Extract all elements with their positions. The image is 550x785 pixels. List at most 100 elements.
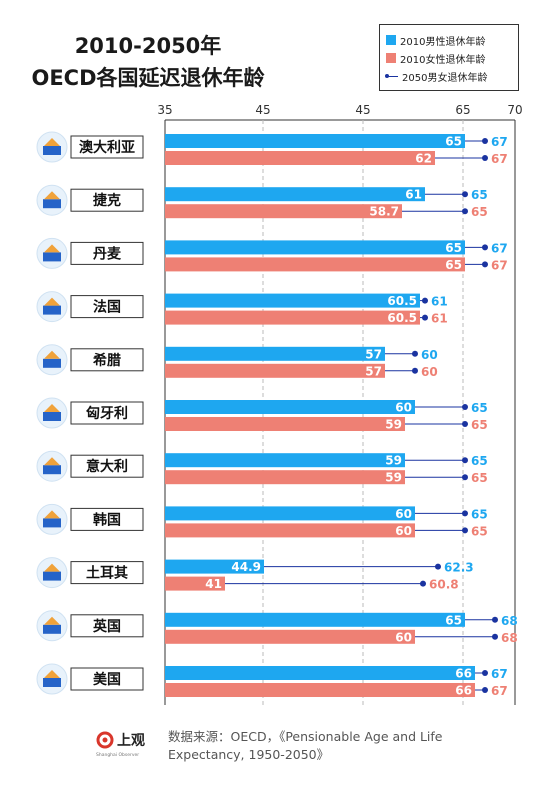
- target-label-male: 67: [491, 241, 508, 255]
- bar-value-label: 41: [205, 577, 222, 591]
- legend-label-target-2050: 2050男女退休年龄: [402, 72, 488, 84]
- bar-value-label: 65: [445, 613, 462, 627]
- target-point-female: [420, 580, 426, 587]
- bar-value-label: 58.7: [369, 205, 399, 219]
- bar-value-label: 60.5: [387, 294, 417, 308]
- category-label-box: [70, 614, 144, 638]
- category-label-box: [70, 454, 144, 478]
- legend: 2010男性退休年龄 2010女性退休年龄 2050男女退休年龄: [379, 24, 519, 91]
- axis-tick-label: 65: [455, 103, 470, 117]
- bar-female-2010: [165, 576, 225, 591]
- little-mermaid-icon-detail: [43, 252, 61, 262]
- bar-female-2010: [165, 629, 415, 644]
- category-label-box: [70, 135, 144, 159]
- target-label-male: 65: [471, 507, 488, 521]
- category-label: 英国: [92, 618, 121, 635]
- category-label-box: [70, 348, 144, 372]
- source-note: 数据来源：OECD，《Pensionable Age and Life Expe…: [168, 728, 508, 764]
- golden-gate-bridge-icon-detail: [43, 678, 61, 687]
- target-label-female: 65: [471, 524, 488, 538]
- bar-value-label: 65: [445, 258, 462, 272]
- sydney-opera-house-icon-detail: [43, 146, 61, 155]
- bar-male-2010: [165, 453, 405, 468]
- legend-label-female-2010: 2010女性退休年龄: [400, 54, 486, 66]
- bar-male-2010: [165, 612, 465, 627]
- category-label-box: [70, 188, 144, 212]
- bar-female-2010: [165, 151, 435, 165]
- target-label-male: 67: [491, 135, 508, 149]
- bar-female-2010: [165, 523, 415, 538]
- bar-value-label: 65: [445, 135, 462, 149]
- bar-value-label: 66: [455, 684, 472, 698]
- target-label-female: 65: [471, 471, 488, 485]
- bar-female-2010: [165, 310, 420, 325]
- hungary-parliament-icon-roof: [44, 404, 60, 412]
- target-point-male: [422, 297, 428, 304]
- hungary-parliament-icon-detail: [43, 412, 61, 421]
- category-label: 捷克: [93, 192, 121, 209]
- axis-tick-label: 45: [255, 103, 270, 117]
- bar-male-2010: [165, 666, 475, 680]
- bar-value-label: 57: [365, 347, 382, 361]
- bar-male-2010: [165, 506, 415, 521]
- logo-ring-icon: [96, 731, 114, 749]
- target-label-male: 65: [471, 188, 488, 202]
- uk-parliament-icon-roof: [44, 616, 60, 625]
- source-line-1: 数据来源：OECD，《Pensionable Age and Life: [168, 729, 443, 744]
- bar-value-label: 60: [395, 507, 412, 521]
- category-label: 澳大利亚: [79, 139, 135, 156]
- bar-female-2010: [165, 204, 402, 219]
- bar-male-2010: [165, 187, 425, 202]
- target-label-female: 68: [501, 631, 518, 645]
- category-label-box: [70, 295, 144, 319]
- bar-value-label: 60.5: [387, 311, 417, 325]
- bar-value-label: 60: [395, 630, 412, 644]
- target-label-female: 67: [491, 152, 508, 166]
- bar-value-label: 59: [385, 454, 402, 468]
- target-label-male: 65: [471, 401, 488, 415]
- arc-de-triomphe-icon-detail: [43, 305, 61, 315]
- little-mermaid-icon-roof: [44, 244, 60, 253]
- arc-de-triomphe-icon-roof: [44, 297, 60, 306]
- target-point-female: [482, 155, 488, 161]
- bar-female-2010: [165, 683, 475, 697]
- logo-subtext: Shanghai Observer: [96, 752, 139, 758]
- category-label-box: [70, 401, 144, 425]
- legend-swatch-male: [386, 35, 396, 45]
- korean-gate-icon-detail: [43, 518, 61, 528]
- target-label-male: 60: [421, 348, 438, 362]
- target-point-female: [482, 261, 488, 268]
- greek-columns-icon-detail: [43, 358, 61, 368]
- logo-text: 上观: [117, 733, 145, 749]
- bar-female-2010: [165, 417, 405, 431]
- bar-value-label: 65: [445, 241, 462, 255]
- target-point-male: [462, 404, 468, 410]
- bar-male-2010: [165, 400, 415, 414]
- prague-church-icon-detail: [43, 199, 61, 209]
- category-label: 美国: [93, 671, 121, 688]
- uk-parliament-icon-detail: [43, 624, 61, 634]
- prague-church-icon-roof: [44, 191, 60, 200]
- bar-male-2010: [165, 346, 385, 361]
- target-point-female: [462, 208, 468, 215]
- target-point-male: [462, 510, 468, 517]
- hot-air-balloon-icon-roof: [44, 563, 60, 572]
- chart-title-line2: OECD各国延迟退休年龄: [31, 66, 265, 90]
- source-line-2: Expectancy, 1950-2050》: [168, 747, 330, 762]
- target-point-male: [482, 244, 488, 251]
- target-point-male: [435, 563, 441, 570]
- bar-value-label: 57: [365, 364, 382, 378]
- category-label: 韩国: [93, 511, 121, 528]
- legend-item-target-2050: 2050男女退休年龄: [385, 69, 488, 84]
- target-label-female: 65: [471, 205, 488, 219]
- target-point-female: [482, 687, 488, 693]
- legend-line-marker: [385, 71, 398, 81]
- bar-male-2010: [165, 240, 465, 255]
- bar-value-label: 60: [395, 401, 412, 415]
- target-label-male: 67: [491, 667, 508, 681]
- bar-value-label: 44.9: [231, 560, 261, 574]
- target-label-male: 65: [471, 454, 488, 468]
- legend-item-female-2010: 2010女性退休年龄: [386, 51, 486, 66]
- leaning-tower-icon-roof: [44, 457, 60, 466]
